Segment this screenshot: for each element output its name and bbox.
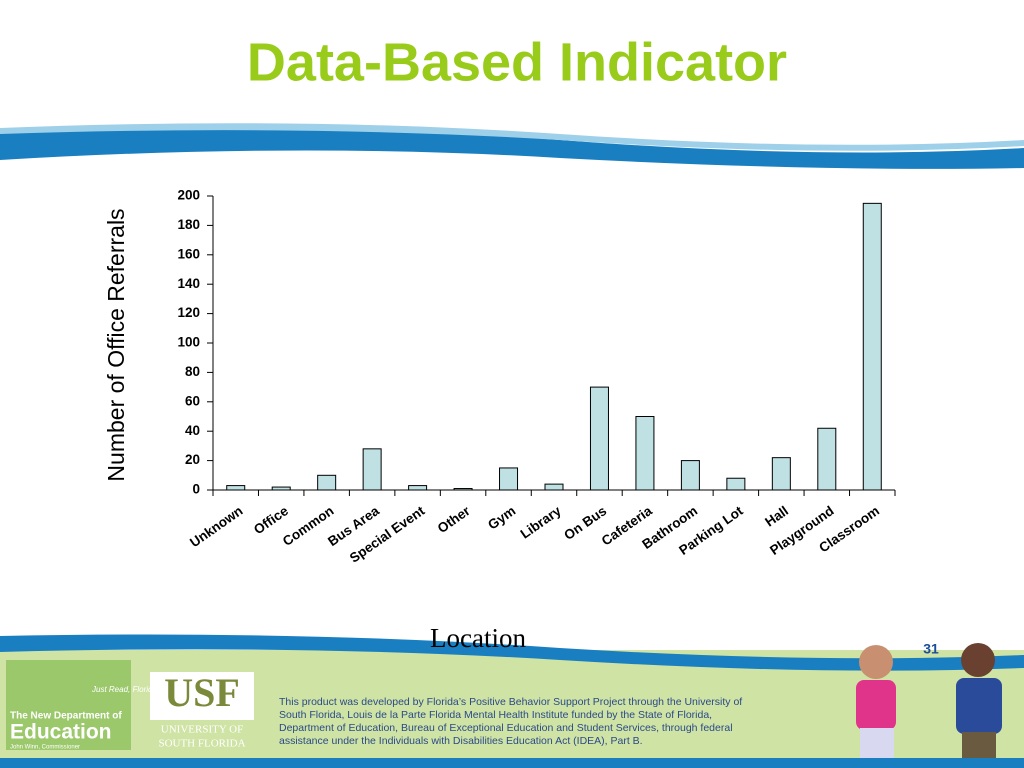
doe-name: The New Department of xyxy=(10,711,122,722)
y-tick-label: 180 xyxy=(177,217,200,232)
child-shirt xyxy=(856,680,896,730)
bar xyxy=(589,386,609,491)
usf-line-2: SOUTH FLORIDA xyxy=(158,738,245,750)
y-axis-label: Number of Office Referrals xyxy=(103,208,129,481)
credit-line: assistance under the Individuals with Di… xyxy=(279,735,643,747)
usf-line-1: UNIVERSITY OF xyxy=(161,724,243,736)
child-skirt xyxy=(860,728,894,758)
bar xyxy=(544,483,564,491)
children-figures xyxy=(856,643,1002,758)
top-swoosh-light xyxy=(0,123,1024,151)
bar xyxy=(817,427,837,491)
y-tick-label: 200 xyxy=(177,188,200,203)
page-number: 31 xyxy=(923,641,939,657)
bar xyxy=(317,474,337,491)
bar xyxy=(726,477,746,491)
y-tick-label: 40 xyxy=(185,423,200,438)
y-tick-label: 100 xyxy=(177,335,200,350)
doe-commissioner: John Winn, Commissioner xyxy=(10,745,80,751)
y-tick-label: 0 xyxy=(192,482,200,497)
child-head xyxy=(859,645,893,679)
x-axis-label: Location xyxy=(430,623,526,653)
bottom-swoosh xyxy=(0,634,1024,671)
y-tick-label: 80 xyxy=(185,364,200,379)
bar xyxy=(499,467,519,491)
bar xyxy=(680,460,700,491)
doe-logo-box xyxy=(6,660,131,750)
bar xyxy=(408,485,428,491)
bar xyxy=(453,488,473,491)
y-tick-label: 160 xyxy=(177,246,200,261)
credit-line: This product was developed by Florida’s … xyxy=(279,696,742,708)
top-swoosh xyxy=(0,127,1024,169)
child-shirt xyxy=(956,678,1002,734)
y-tick-label: 60 xyxy=(185,393,200,408)
usf-logo: USF UNIVERSITY OF SOUTH FLORIDA xyxy=(150,670,254,750)
doe-slogan: Just Read, Florida! xyxy=(91,685,160,694)
child-pants xyxy=(962,732,996,758)
doe-logo: Just Read, Florida! The New Department o… xyxy=(6,660,160,751)
credit-line: South Florida, Louis de la Parte Florida… xyxy=(279,709,712,721)
child-head xyxy=(961,643,995,677)
y-tick-label: 140 xyxy=(177,276,200,291)
bottom-bar xyxy=(0,758,1024,768)
bar xyxy=(271,486,291,491)
doe-education: Education xyxy=(10,721,112,744)
usf-mark: USF xyxy=(164,670,240,715)
y-tick-label: 20 xyxy=(185,452,200,467)
bar xyxy=(862,202,882,491)
y-tick-label: 120 xyxy=(177,305,200,320)
usf-box xyxy=(150,672,254,720)
bar xyxy=(362,448,382,491)
credit-line: Department of Education, Bureau of Excep… xyxy=(279,722,733,734)
slide-title: Data-Based Indicator xyxy=(247,32,787,92)
bar xyxy=(635,416,655,491)
bar xyxy=(771,457,791,491)
bar xyxy=(226,485,246,491)
